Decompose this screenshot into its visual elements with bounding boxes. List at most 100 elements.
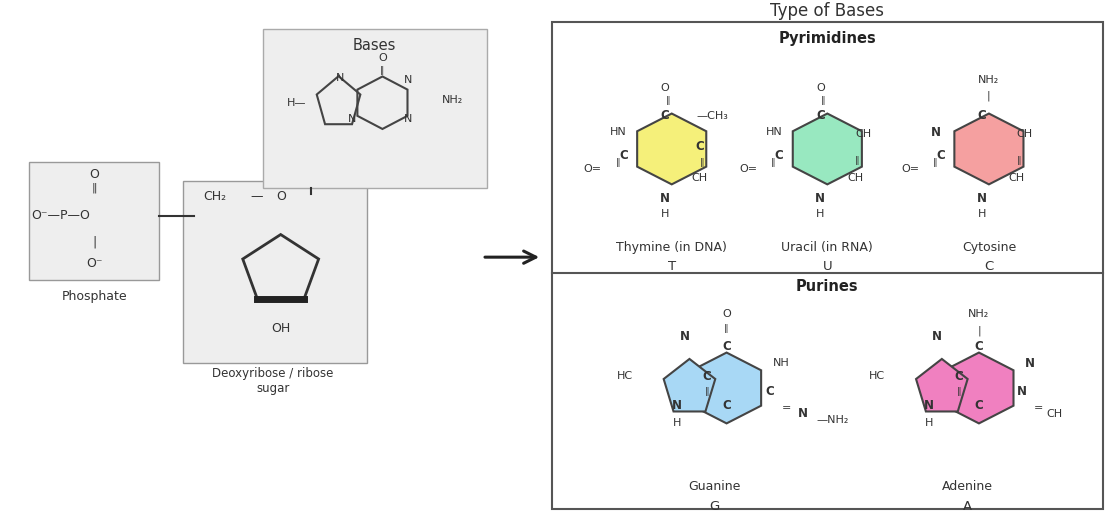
Text: O⁻—P—O: O⁻—P—O [31, 210, 90, 222]
Text: C: C [722, 399, 731, 412]
Text: Adenine: Adenine [941, 480, 993, 493]
Text: C: C [765, 385, 774, 398]
Text: N: N [404, 114, 412, 124]
Text: =: = [782, 403, 791, 413]
Text: ‖: ‖ [856, 156, 860, 165]
Text: Cytosine: Cytosine [961, 241, 1016, 254]
Text: C: C [815, 109, 824, 122]
Text: H—: H— [287, 98, 306, 107]
Polygon shape [637, 113, 706, 185]
Text: CH: CH [847, 173, 863, 184]
Text: Uracil (in RNA): Uracil (in RNA) [781, 241, 873, 254]
Text: NH₂: NH₂ [978, 75, 999, 85]
Text: O: O [722, 309, 731, 319]
Text: C: C [985, 261, 994, 273]
Polygon shape [945, 353, 1014, 423]
Text: C: C [722, 340, 731, 353]
Text: OH: OH [271, 322, 291, 336]
Text: —CH₃: —CH₃ [696, 111, 729, 121]
Text: O: O [276, 190, 285, 203]
Text: C: C [619, 149, 628, 162]
Polygon shape [692, 353, 761, 423]
Text: C: C [975, 340, 984, 353]
Text: O=: O= [901, 164, 919, 173]
Text: ‖: ‖ [821, 96, 825, 105]
Text: H: H [661, 209, 668, 219]
Text: Deoxyribose / ribose
sugar: Deoxyribose / ribose sugar [212, 367, 333, 395]
Text: Pyrimidines: Pyrimidines [779, 31, 877, 46]
Text: |: | [987, 90, 990, 101]
Text: H: H [925, 418, 934, 428]
Text: N: N [925, 399, 934, 412]
Text: C: C [975, 399, 984, 412]
Text: N: N [1017, 385, 1027, 398]
Text: T: T [667, 261, 676, 273]
Text: CH: CH [1009, 173, 1025, 184]
Text: ‖: ‖ [932, 158, 937, 167]
Text: CH₂: CH₂ [203, 190, 226, 203]
Text: Type of Bases: Type of Bases [770, 2, 885, 20]
Text: CH: CH [1017, 129, 1033, 139]
Text: H: H [673, 418, 681, 428]
Text: ‖: ‖ [957, 387, 961, 396]
Text: O: O [378, 53, 387, 63]
Text: C: C [774, 149, 783, 162]
FancyBboxPatch shape [183, 181, 368, 363]
Text: ‖: ‖ [704, 387, 709, 396]
Text: O: O [89, 168, 99, 181]
Text: |: | [92, 236, 96, 249]
Text: N: N [680, 330, 690, 343]
Text: ‖: ‖ [665, 96, 670, 105]
Text: C: C [702, 370, 711, 383]
Text: ‖: ‖ [616, 158, 620, 167]
Text: N: N [932, 330, 942, 343]
Polygon shape [916, 359, 968, 411]
Text: O: O [815, 83, 824, 93]
Text: ‖: ‖ [700, 158, 704, 167]
FancyBboxPatch shape [263, 29, 487, 188]
Text: N: N [659, 192, 670, 205]
Text: |: | [977, 326, 980, 336]
Text: ‖: ‖ [380, 66, 384, 75]
Text: ‖: ‖ [771, 158, 775, 167]
Text: Purines: Purines [797, 279, 859, 294]
Text: G: G [710, 500, 720, 512]
Text: Thymine (in DNA): Thymine (in DNA) [616, 241, 727, 254]
Text: C: C [955, 370, 964, 383]
Text: CH: CH [692, 173, 707, 184]
Polygon shape [955, 113, 1024, 185]
Text: N: N [977, 192, 987, 205]
Text: O⁻: O⁻ [86, 256, 102, 270]
Text: CH: CH [856, 129, 871, 139]
Text: ‖: ‖ [91, 182, 97, 193]
Text: NH₂: NH₂ [968, 309, 989, 319]
Text: HN: HN [765, 127, 782, 137]
Text: ‖: ‖ [724, 325, 729, 334]
Text: CH: CH [1047, 409, 1063, 419]
Text: N: N [815, 192, 825, 205]
Polygon shape [664, 359, 715, 411]
Text: N: N [1025, 357, 1035, 370]
Text: C: C [661, 109, 670, 122]
Text: N: N [931, 126, 941, 139]
Text: N: N [336, 73, 344, 83]
Text: A: A [962, 500, 971, 512]
Text: ‖: ‖ [1017, 156, 1022, 165]
Text: HN: HN [610, 127, 627, 137]
Polygon shape [793, 113, 862, 185]
Text: N: N [349, 114, 356, 124]
Text: O: O [661, 83, 670, 93]
Text: H: H [978, 209, 986, 219]
Text: O=: O= [740, 164, 758, 173]
Text: —: — [251, 190, 263, 203]
Text: —NH₂: —NH₂ [817, 415, 849, 426]
Text: O=: O= [584, 164, 602, 173]
Bar [553, 22, 1103, 509]
Text: Guanine: Guanine [688, 480, 741, 493]
Text: NH₂: NH₂ [442, 95, 463, 105]
Text: H: H [817, 209, 824, 219]
Text: C: C [695, 140, 704, 154]
Text: N: N [404, 75, 412, 85]
Text: HC: HC [869, 371, 886, 381]
Text: NH: NH [772, 359, 789, 368]
